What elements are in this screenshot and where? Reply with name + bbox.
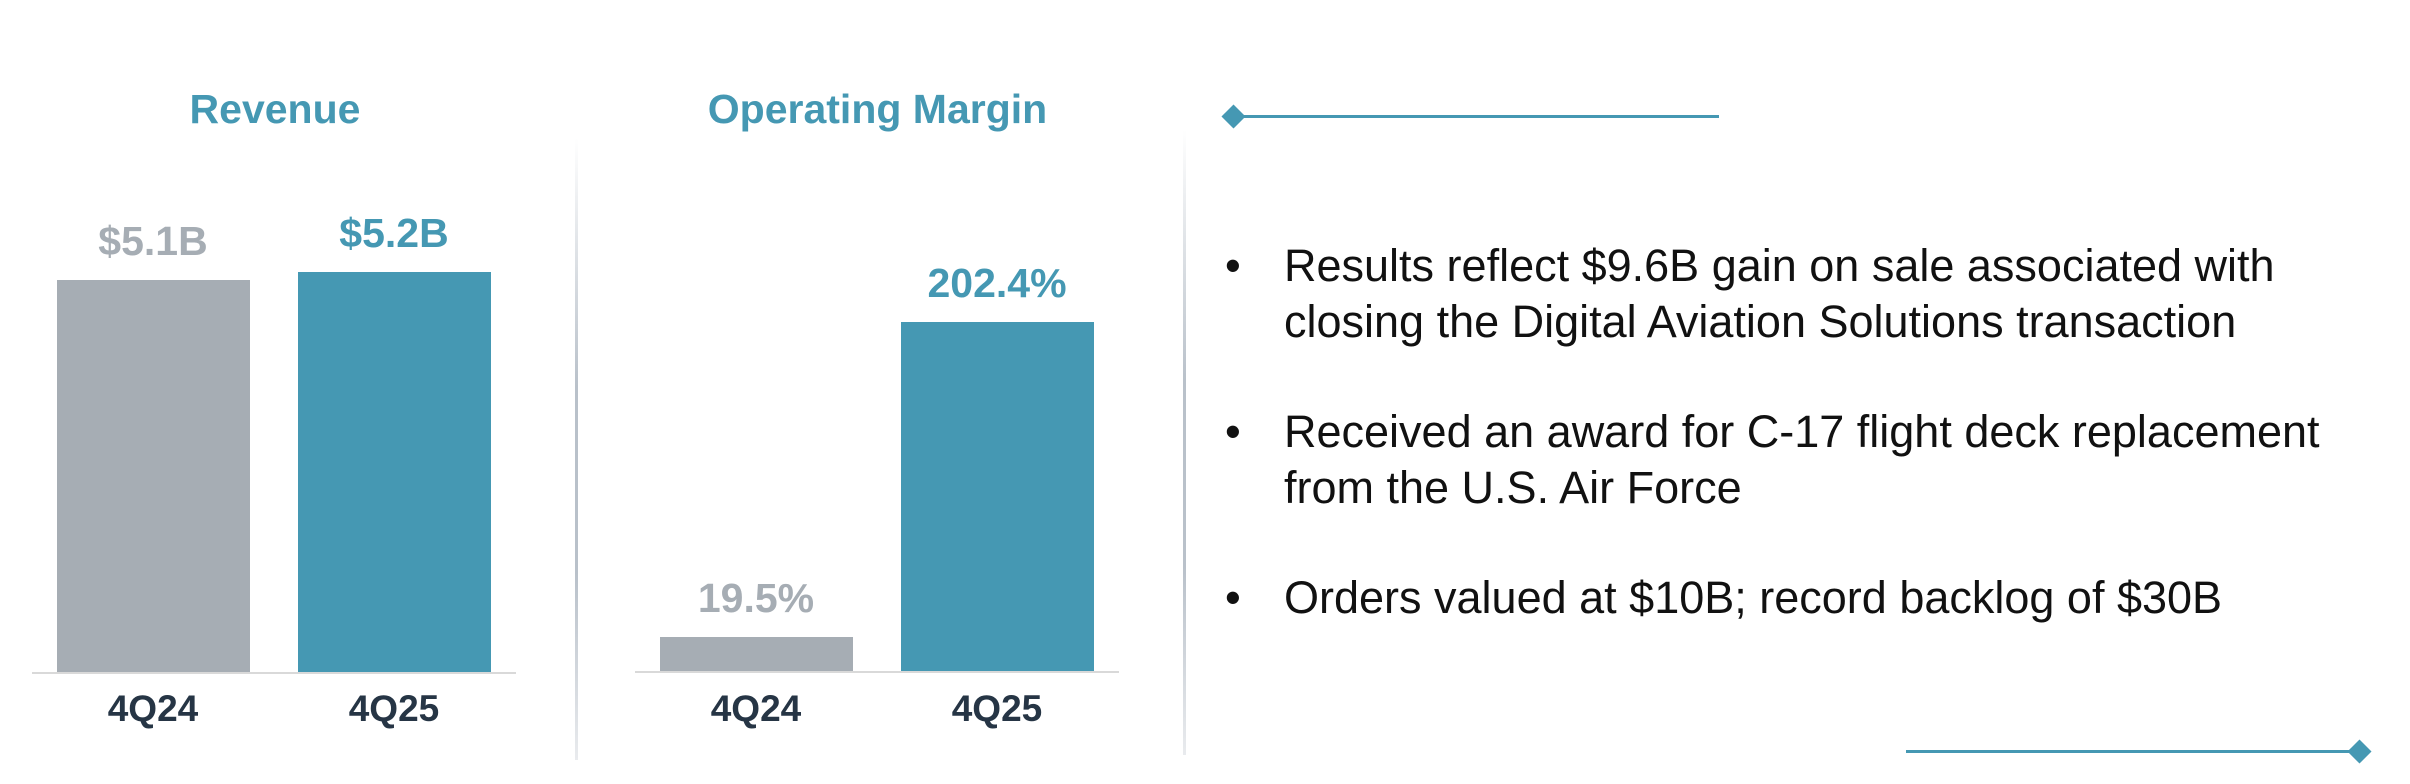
revenue-category-label-4q24: 4Q24 <box>107 688 199 729</box>
bullet-marker: • <box>1225 406 1241 457</box>
revenue-value-label-4q25: $5.2B <box>339 210 449 257</box>
operating-margin-category-label-4q25: 4Q25 <box>951 688 1043 729</box>
divider-left <box>575 138 578 760</box>
operating-margin-value-label-4q24: 19.5% <box>697 575 815 622</box>
highlights-list: • Results reflect $9.6B gain on sale ass… <box>1225 238 2405 680</box>
revenue-bar-4q24 <box>57 279 250 672</box>
bottom-accent-diamond <box>2347 739 2372 764</box>
highlight-text: Received an award for C-17 flight deck r… <box>1284 406 2320 513</box>
highlight-item: • Orders valued at $10B; record backlog … <box>1225 570 2405 626</box>
highlight-text: Results reflect $9.6B gain on sale assoc… <box>1284 240 2275 347</box>
operating-margin-bar-4q24 <box>660 637 853 671</box>
bullet-marker: • <box>1225 572 1241 623</box>
bullet-marker: • <box>1225 240 1241 291</box>
operating-margin-value-label-4q25: 202.4% <box>927 259 1067 306</box>
operating-margin-chart-title: Operating Margin <box>707 86 1048 132</box>
operating-margin-bar-4q25 <box>901 321 1094 671</box>
revenue-baseline <box>32 672 516 674</box>
revenue-bar-4q25 <box>298 272 491 672</box>
revenue-category-label-4q25: 4Q25 <box>348 688 440 729</box>
highlight-text: Orders valued at $10B; record backlog of… <box>1284 572 2223 623</box>
bottom-accent-line <box>1906 750 2357 753</box>
highlight-item: • Results reflect $9.6B gain on sale ass… <box>1225 238 2405 350</box>
revenue-chart-title: Revenue <box>189 86 361 132</box>
revenue-value-label-4q24: $5.1B <box>98 217 208 264</box>
highlight-item: • Received an award for C-17 flight deck… <box>1225 404 2405 516</box>
operating-margin-category-label-4q24: 4Q24 <box>710 688 802 729</box>
top-accent-line <box>1236 115 1719 118</box>
divider-right <box>1183 130 1186 755</box>
operating-margin-baseline <box>635 671 1119 673</box>
